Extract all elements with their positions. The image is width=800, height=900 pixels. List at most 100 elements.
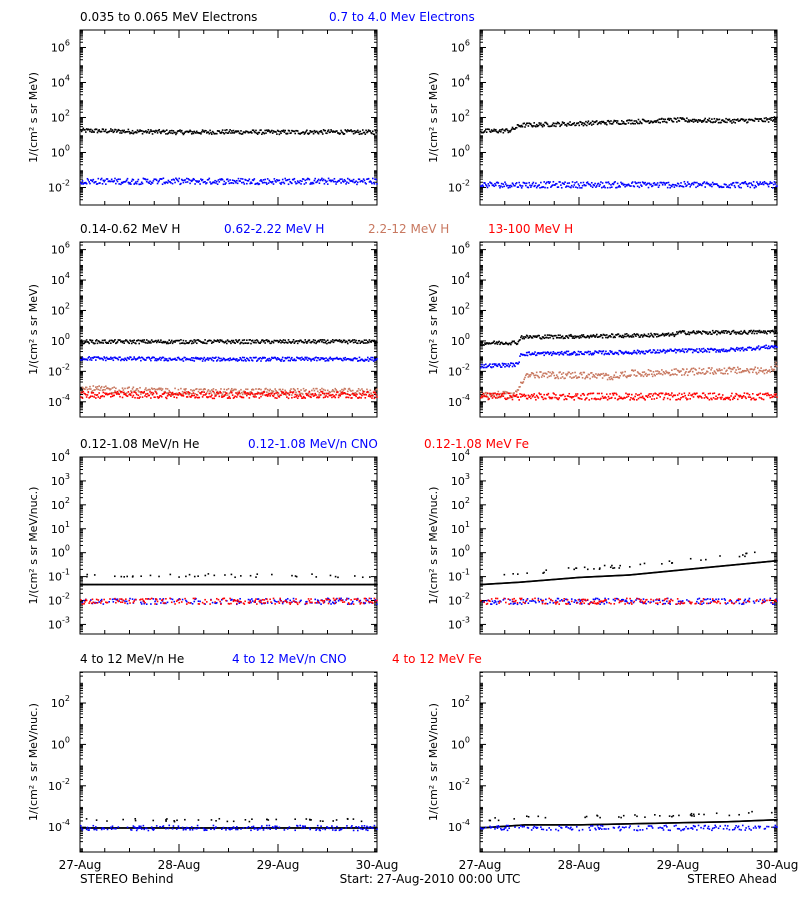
data-point xyxy=(95,359,97,361)
data-point xyxy=(80,391,82,393)
data-point xyxy=(771,345,773,347)
data-point xyxy=(363,131,366,134)
data-point xyxy=(144,359,146,361)
data-point xyxy=(324,389,327,392)
data-point xyxy=(711,118,713,120)
data-point xyxy=(125,392,127,395)
data-point xyxy=(342,392,345,395)
data-point xyxy=(165,396,167,399)
data-point xyxy=(354,341,357,343)
data-point xyxy=(681,368,684,370)
data-point xyxy=(763,345,766,347)
data-point xyxy=(151,356,154,359)
data-point xyxy=(204,359,206,362)
data-point xyxy=(635,182,637,185)
data-point xyxy=(185,181,187,184)
data-point xyxy=(495,363,497,365)
data-point xyxy=(207,396,210,398)
data-point xyxy=(356,360,359,362)
data-point xyxy=(213,133,216,135)
data-point xyxy=(356,390,358,393)
data-point xyxy=(497,182,500,184)
data-point xyxy=(109,339,111,342)
data-point xyxy=(124,181,126,183)
data-point xyxy=(228,392,231,395)
data-point xyxy=(316,387,318,390)
data-point xyxy=(715,372,717,375)
data-point xyxy=(585,184,587,187)
data-point xyxy=(269,181,271,183)
data-point xyxy=(325,357,327,359)
data-point xyxy=(646,351,649,353)
data-point xyxy=(560,350,563,353)
data-point xyxy=(321,340,323,343)
data-point xyxy=(561,335,564,337)
data-point xyxy=(330,340,332,342)
data-point xyxy=(336,391,338,394)
data-point xyxy=(535,394,538,397)
data-point xyxy=(504,365,506,368)
data-point xyxy=(507,131,510,134)
data-point xyxy=(318,130,321,133)
data-point xyxy=(145,357,148,359)
data-point xyxy=(631,393,633,396)
data-point xyxy=(552,122,555,124)
data-point xyxy=(118,393,120,396)
data-point xyxy=(510,184,512,187)
data-point xyxy=(508,184,510,187)
data-point xyxy=(560,373,563,375)
data-point xyxy=(485,128,487,131)
data-point xyxy=(550,397,553,400)
data-point xyxy=(594,350,596,352)
data-point xyxy=(625,123,627,125)
legend-label: 4 to 12 MeV/n CNO xyxy=(232,652,347,666)
data-point xyxy=(549,397,551,400)
data-point xyxy=(210,389,213,391)
data-point xyxy=(282,393,285,396)
data-point xyxy=(645,184,647,186)
data-point xyxy=(745,118,747,121)
data-point xyxy=(83,129,85,131)
data-point xyxy=(321,357,324,359)
data-point xyxy=(142,130,145,133)
data-point xyxy=(584,398,586,401)
data-point xyxy=(299,133,302,135)
data-point xyxy=(219,339,221,341)
data-point xyxy=(201,390,204,393)
data-point xyxy=(168,389,171,392)
data-point xyxy=(547,371,550,373)
data-point xyxy=(130,180,133,183)
data-point xyxy=(574,351,576,354)
data-point xyxy=(95,388,98,390)
data-point xyxy=(710,333,712,335)
data-point xyxy=(505,398,508,401)
data-point xyxy=(361,340,363,343)
data-point xyxy=(110,358,113,360)
data-point xyxy=(165,397,168,400)
data-point xyxy=(520,336,522,339)
data-point xyxy=(548,182,551,184)
data-point xyxy=(622,353,625,355)
data-point xyxy=(258,388,261,390)
data-point xyxy=(140,391,143,393)
data-point xyxy=(741,346,744,349)
data-point xyxy=(135,389,137,392)
data-point xyxy=(609,350,611,352)
data-point xyxy=(281,181,283,184)
data-point xyxy=(581,377,584,379)
data-point xyxy=(504,342,506,345)
data-point xyxy=(143,339,146,341)
data-point xyxy=(499,343,501,346)
data-point xyxy=(487,343,490,345)
data-point xyxy=(199,183,201,185)
data-point xyxy=(127,128,130,131)
data-point xyxy=(345,340,347,343)
data-point xyxy=(516,124,519,126)
data-point xyxy=(361,390,364,392)
data-point xyxy=(641,371,644,374)
data-point xyxy=(357,131,360,134)
data-point xyxy=(607,119,610,122)
data-point xyxy=(693,373,696,376)
data-point xyxy=(234,395,236,398)
